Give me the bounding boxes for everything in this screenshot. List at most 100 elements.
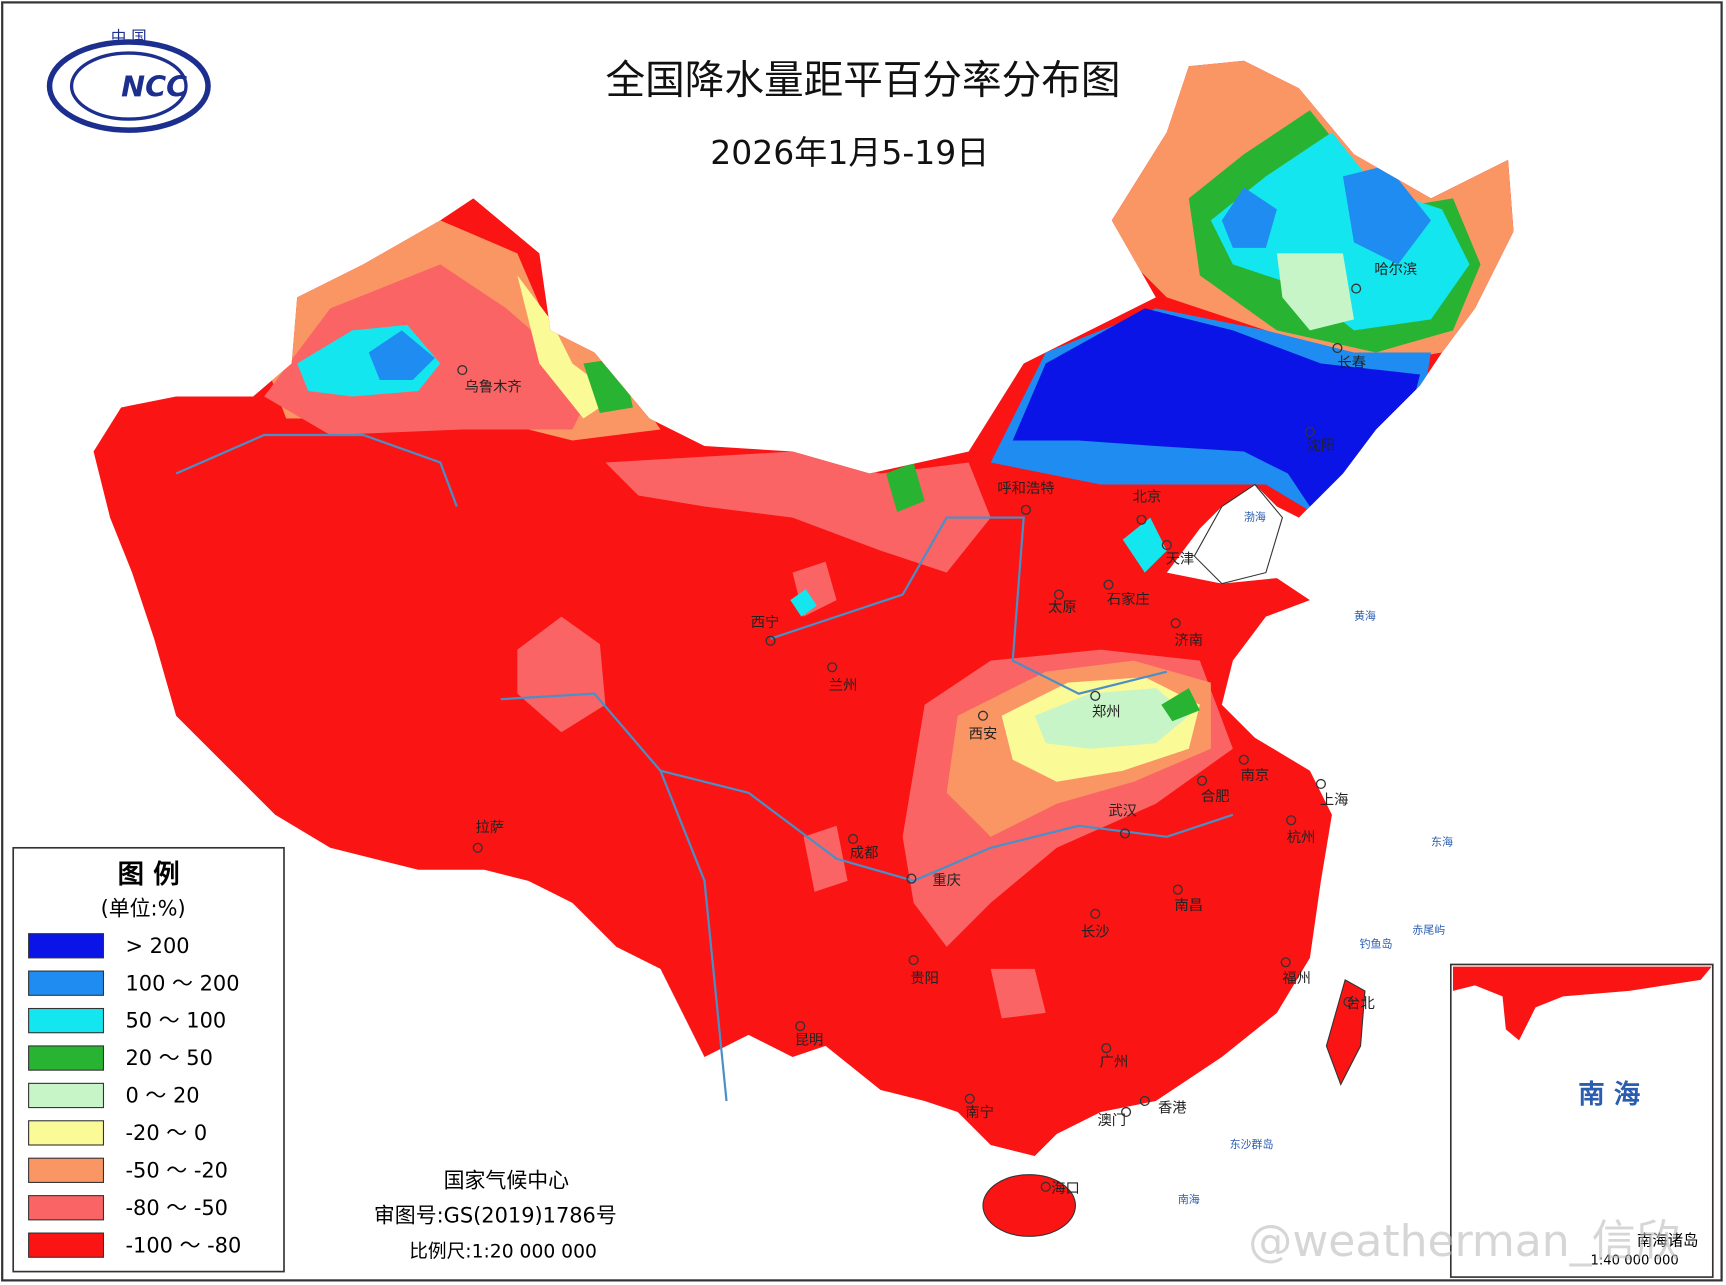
inset-scale: 1:40 000 000: [1590, 1254, 1678, 1269]
city-marker: [1351, 283, 1362, 294]
city-marker: [1121, 1106, 1132, 1118]
city-label: 呼和浩特: [997, 480, 1054, 497]
precip-region: [1122, 517, 1167, 573]
precip-region: [368, 330, 435, 380]
legend-swatch: [28, 1157, 105, 1183]
precip-region: [1221, 187, 1277, 248]
sea-label: 渤海: [1244, 510, 1266, 524]
river: [500, 692, 1234, 882]
city-marker: [765, 635, 776, 646]
legend-swatch: [28, 933, 105, 959]
city-label: 沈阳: [1307, 437, 1336, 454]
legend-swatch: [28, 970, 105, 996]
city-label: 成都: [850, 844, 879, 861]
inset-title: 南 海: [1578, 1079, 1640, 1110]
precip-region: [517, 616, 606, 733]
city-label: 长春: [1337, 354, 1366, 371]
precip-region: [1342, 165, 1431, 265]
city-marker: [1020, 504, 1031, 515]
city-marker: [1090, 908, 1101, 919]
sea-label: 黄海: [1354, 609, 1376, 623]
legend-label: -20 ～ 0: [125, 1121, 207, 1145]
footer-scale: 比例尺:1:20 000 000: [409, 1241, 597, 1262]
city-marker: [1040, 1181, 1051, 1192]
city-marker: [1238, 754, 1249, 765]
city-label: 昆明: [795, 1032, 824, 1048]
legend-swatch: [28, 1232, 105, 1258]
city-marker: [1090, 690, 1101, 701]
city-label: 杭州: [1287, 829, 1316, 846]
precip-region: [990, 968, 1046, 1019]
city-marker: [1332, 342, 1343, 354]
city-marker: [1196, 775, 1208, 786]
legend-swatch: [28, 1007, 105, 1034]
river: [175, 433, 458, 507]
city-label: 乌鲁木齐: [465, 379, 522, 396]
city-label: 石家庄: [1107, 590, 1150, 608]
city-marker: [1103, 579, 1114, 590]
city-marker: [1053, 589, 1064, 600]
city-label: 南京: [1241, 767, 1270, 784]
hainan: [982, 1174, 1076, 1237]
legend-label: 100 ～ 200: [125, 971, 239, 995]
logo-name: NCC: [121, 69, 187, 103]
legend-swatch: [28, 1195, 105, 1221]
legend-swatch: [28, 1120, 105, 1146]
city-label: 南昌: [1175, 897, 1204, 914]
city-marker: [1343, 996, 1354, 1007]
city-marker: [1119, 828, 1131, 839]
city-marker: [1286, 815, 1297, 826]
city-marker: [827, 662, 838, 673]
precip-region: [1012, 308, 1420, 507]
legend-label: > 200: [125, 934, 189, 958]
city-marker: [1170, 618, 1181, 629]
city-label: 福州: [1282, 970, 1311, 987]
footer-agency: 国家气候中心: [444, 1168, 570, 1192]
city-marker: [1280, 957, 1291, 968]
city-label: 武汉: [1108, 802, 1137, 819]
watermark: @weatherman_信欣: [1248, 1216, 1679, 1267]
city-marker: [1136, 514, 1147, 525]
city-label: 重庆: [932, 872, 961, 889]
legend-label: -80 ～ -50: [125, 1196, 227, 1220]
city-marker: [906, 873, 917, 884]
sea-label: 南海: [1178, 1192, 1200, 1206]
subtitle: 2026年1月5-19日: [710, 133, 989, 172]
city-label: 郑州: [1092, 703, 1121, 720]
legend-label: -100 ～ -80: [125, 1233, 241, 1257]
river: [659, 770, 728, 1102]
city-marker: [1304, 426, 1315, 437]
legend-unit: (单位:%): [101, 896, 186, 920]
city-marker: [472, 842, 483, 853]
legend-label: 50 ～ 100: [125, 1009, 226, 1033]
legend-label: -50 ～ -20: [125, 1158, 227, 1182]
city-label: 兰州: [829, 677, 858, 694]
city-label: 合肥: [1201, 788, 1230, 805]
city-marker: [1172, 884, 1183, 895]
inset-caption: 南海诸岛: [1637, 1231, 1699, 1249]
city-label: 西安: [969, 725, 998, 742]
city-label: 天津: [1166, 550, 1195, 567]
city-label: 南宁: [965, 1104, 994, 1121]
city-marker: [1139, 1095, 1150, 1107]
legend-swatch: [28, 1082, 105, 1109]
city-label: 北京: [1133, 489, 1162, 506]
city-label: 上海: [1320, 791, 1349, 808]
legend-swatch: [28, 1045, 105, 1071]
taiwan: [1325, 979, 1366, 1086]
city-marker: [908, 955, 919, 966]
footer-approval: 审图号:GS(2019)1786号: [374, 1204, 617, 1228]
precip-regions: [253, 60, 1514, 1019]
city-label: 长沙: [1081, 924, 1110, 941]
city-marker: [964, 1093, 975, 1104]
precip-region: [790, 589, 817, 617]
city-marker: [1161, 540, 1172, 551]
city-marker: [795, 1021, 806, 1032]
city-label: 哈尔滨: [1374, 261, 1417, 278]
precip-region: [1034, 688, 1189, 749]
sea-label: 钓鱼岛: [1359, 937, 1392, 951]
city-label: 西宁: [751, 614, 780, 631]
river: [770, 516, 1168, 695]
